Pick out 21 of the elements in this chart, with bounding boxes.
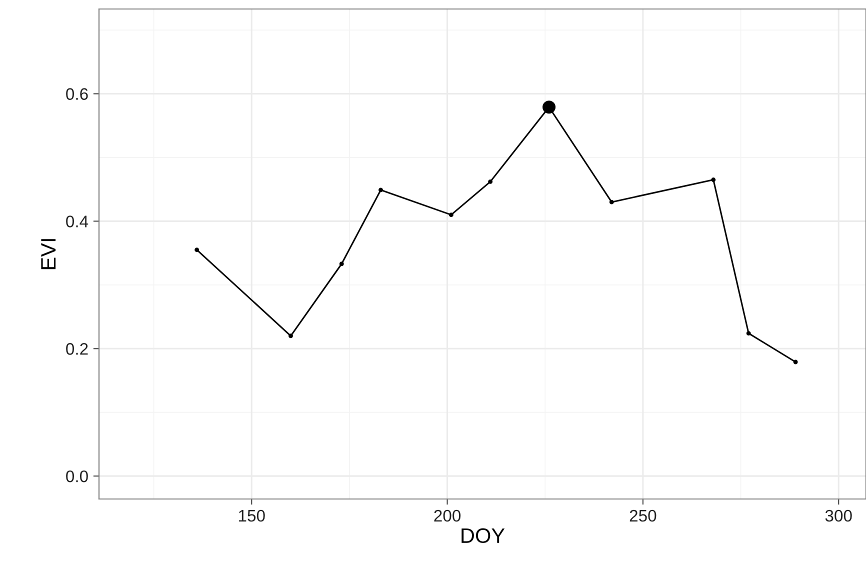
point bbox=[378, 188, 383, 192]
point bbox=[288, 334, 293, 338]
point bbox=[542, 100, 556, 114]
point bbox=[793, 360, 798, 364]
x-tick-label: 250 bbox=[630, 510, 656, 522]
y-tick-label: 0.6 bbox=[66, 88, 88, 100]
point bbox=[746, 331, 751, 336]
point bbox=[448, 212, 454, 218]
x-axis-title: DOY bbox=[462, 528, 505, 544]
point bbox=[488, 179, 493, 184]
y-axis-title: EVI bbox=[41, 239, 56, 270]
x-tick-label: 150 bbox=[238, 510, 265, 522]
x-tick-label: 200 bbox=[434, 510, 461, 522]
point bbox=[711, 178, 716, 182]
point bbox=[339, 262, 344, 266]
x-tick-label: 300 bbox=[825, 510, 852, 522]
y-tick-label: 0.2 bbox=[66, 343, 88, 355]
point bbox=[609, 200, 614, 204]
y-tick-label: 0.0 bbox=[66, 470, 88, 482]
y-tick-label: 0.4 bbox=[66, 216, 88, 228]
point bbox=[194, 248, 200, 252]
